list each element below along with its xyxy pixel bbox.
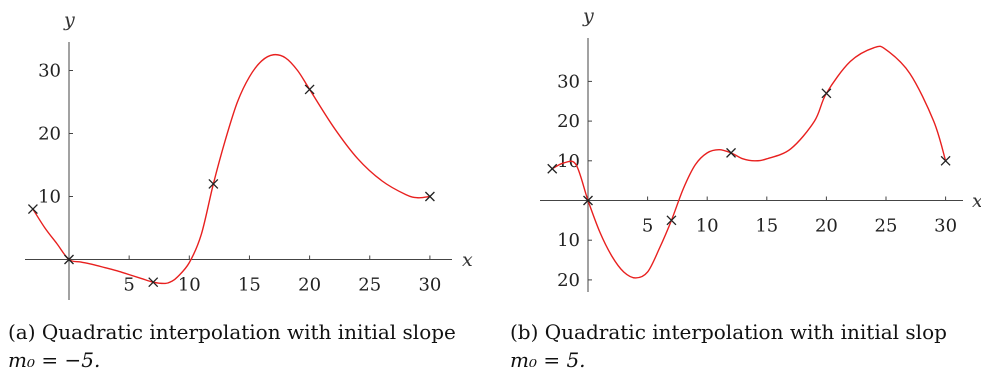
marker-b-2 — [666, 215, 677, 226]
marker-a-5 — [424, 191, 435, 202]
x-tick-label-b-15: 15 — [755, 216, 778, 237]
x-tick-label-b-5: 5 — [642, 216, 653, 237]
marker-a-3 — [208, 178, 219, 189]
marker-b-5 — [940, 155, 951, 166]
marker-a-0 — [27, 204, 38, 215]
y-tick-label-b--20: 20 — [557, 270, 580, 291]
y-tick-label-a-30: 30 — [38, 61, 61, 82]
curve-b — [551, 45, 947, 279]
y-tick-label-b--10: 10 — [557, 230, 580, 251]
marker-b-1 — [583, 195, 593, 206]
x-tick-label-b-30: 30 — [934, 216, 957, 237]
x-tick-label-a-5: 5 — [123, 275, 134, 296]
caption-a-line2: m₀ = −5. — [8, 348, 101, 372]
plot-b: yx510152025301020102030 — [540, 5, 981, 292]
x-axis-label-a: x — [462, 249, 473, 271]
marker-b-3 — [726, 147, 736, 158]
y-tick-label-b-30: 30 — [557, 71, 580, 92]
x-tick-label-b-10: 10 — [696, 216, 719, 237]
marker-a-4 — [304, 84, 315, 95]
marker-b-0 — [547, 163, 558, 174]
y-tick-label-a-10: 10 — [38, 187, 61, 208]
marker-b-4 — [821, 88, 832, 99]
x-tick-label-a-25: 25 — [358, 275, 381, 296]
marker-a-1 — [64, 254, 74, 265]
plot-a: y x 5 10 15 20 25 30 10 20 30 — [25, 9, 473, 300]
caption-b-line2: m₀ = 5. — [510, 348, 586, 372]
x-tick-label-a-10: 10 — [178, 275, 201, 296]
x-axis-label-b: x — [972, 190, 981, 212]
caption-a: (a) Quadratic interpolation with initial… — [8, 318, 456, 374]
y-axis-label-b: y — [582, 5, 594, 27]
y-tick-label-b-20: 20 — [557, 111, 580, 132]
x-tick-label-a-15: 15 — [238, 275, 261, 296]
marker-a-2 — [148, 277, 159, 288]
x-tick-label-a-30: 30 — [418, 275, 441, 296]
x-tick-label-a-20: 20 — [298, 275, 321, 296]
caption-a-line1: (a) Quadratic interpolation with initial… — [8, 320, 456, 344]
caption-b-line1: (b) Quadratic interpolation with initial… — [510, 320, 947, 344]
caption-b: (b) Quadratic interpolation with initial… — [510, 318, 947, 374]
y-axis-label-a: y — [63, 9, 75, 31]
x-tick-label-b-20: 20 — [815, 216, 838, 237]
x-tick-label-b-25: 25 — [875, 216, 898, 237]
y-tick-label-a-20: 20 — [38, 124, 61, 145]
curve-a — [32, 53, 430, 285]
